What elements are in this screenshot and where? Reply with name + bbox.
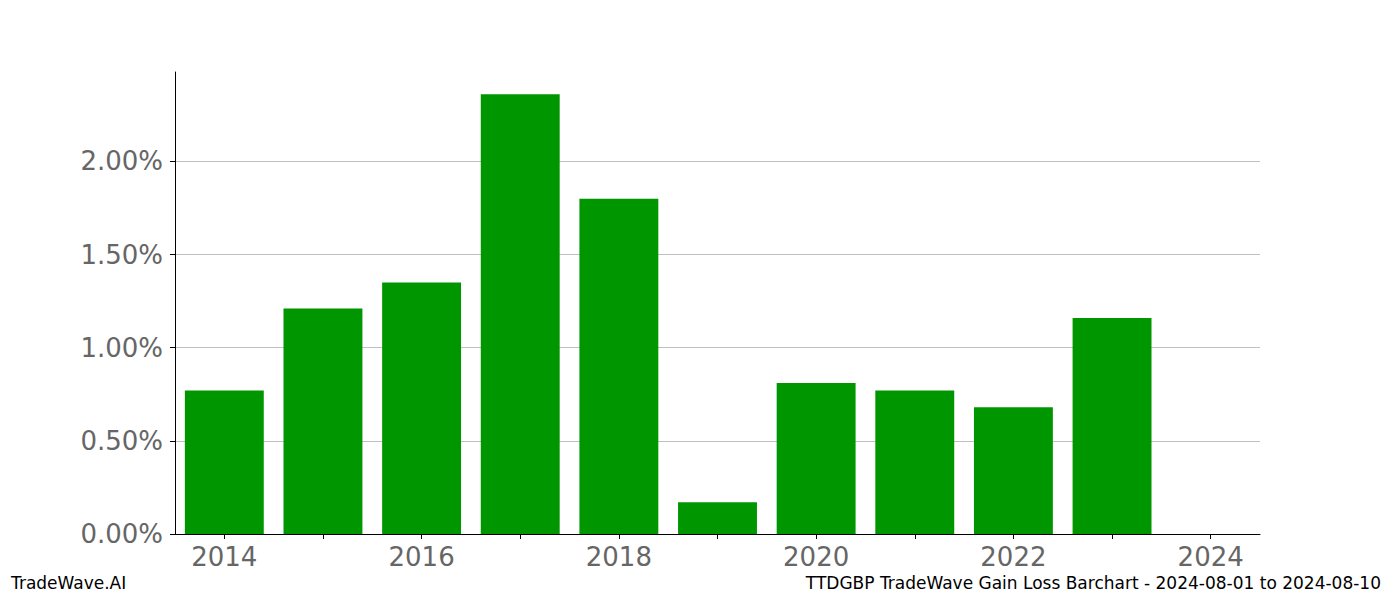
svg-text:2020: 2020 xyxy=(783,542,849,572)
svg-text:2018: 2018 xyxy=(586,542,652,572)
svg-text:1.50%: 1.50% xyxy=(80,240,163,270)
svg-text:0.50%: 0.50% xyxy=(80,426,163,456)
svg-text:TradeWave.AI: TradeWave.AI xyxy=(10,573,126,593)
svg-text:0.00%: 0.00% xyxy=(80,519,163,549)
svg-text:2016: 2016 xyxy=(389,542,455,572)
svg-text:2014: 2014 xyxy=(191,542,257,572)
svg-text:2022: 2022 xyxy=(980,542,1046,572)
svg-text:TTDGBP TradeWave Gain Loss Bar: TTDGBP TradeWave Gain Loss Barchart - 20… xyxy=(805,573,1381,593)
svg-text:2.00%: 2.00% xyxy=(80,146,163,176)
svg-text:1.00%: 1.00% xyxy=(80,333,163,363)
svg-text:2024: 2024 xyxy=(1178,542,1244,572)
